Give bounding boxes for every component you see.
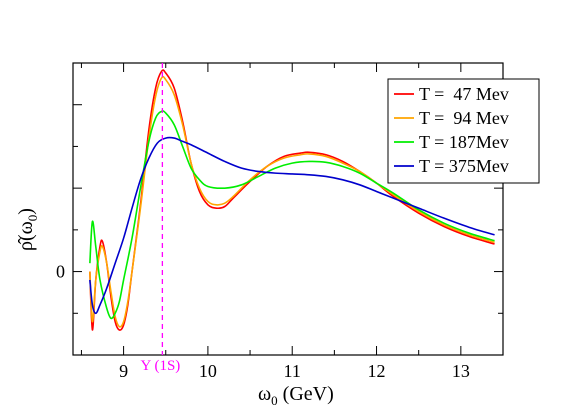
legend-label-t375: T = 375Mev	[419, 156, 509, 176]
plot-frame	[72, 62, 504, 356]
legend: T = 47 Mev T = 94 Mev T = 187Mev T = 375…	[387, 78, 540, 184]
legend-label-t187: T = 187Mev	[419, 132, 509, 152]
series-line-3	[89, 136, 495, 315]
x-axis-label-omega: ω	[258, 383, 271, 405]
x-tick-label: 9	[119, 361, 128, 381]
x-tick-label: 11	[284, 361, 301, 381]
x-tick-label: 12	[368, 361, 386, 381]
x-tick-label: 13	[452, 361, 470, 381]
y-axis-label: ρ̂(ω0)	[15, 208, 40, 251]
x-axis-label-unit: (GeV)	[283, 383, 334, 405]
y-axis-label-rho: ρ̂(ω	[15, 221, 37, 251]
axis-ticks: 9 10 11 12 13 0	[56, 62, 504, 381]
series-layer	[89, 69, 495, 331]
upsilon-1s-label: Υ (1S)	[140, 358, 180, 374]
series-line-1	[89, 75, 495, 328]
x-tick-label: 10	[199, 361, 217, 381]
legend-label-t47: T = 47 Mev	[419, 84, 509, 104]
y-axis-label-subscript: 0	[25, 215, 40, 222]
x-axis-label-subscript: 0	[271, 393, 278, 408]
y-axis-label-close: )	[15, 208, 37, 215]
x-axis-label: ω0 (GeV)	[258, 383, 334, 408]
series-line-2	[89, 110, 495, 320]
y-tick-label: 0	[56, 262, 65, 282]
legend-label-t94: T = 94 Mev	[419, 108, 509, 128]
